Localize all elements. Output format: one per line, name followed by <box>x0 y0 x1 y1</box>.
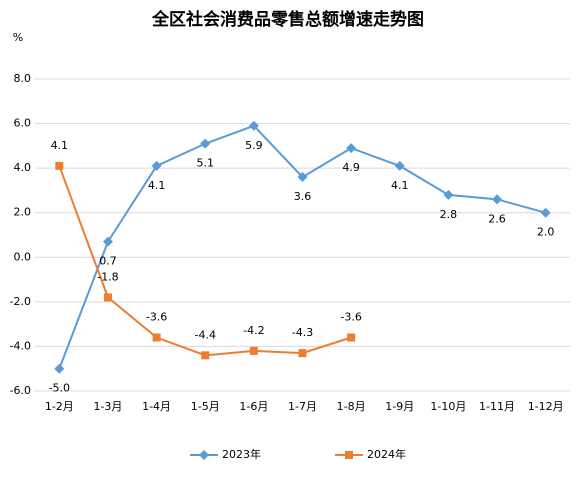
data-label: -4.3 <box>292 326 313 339</box>
data-point <box>248 120 259 131</box>
data-label: 2.0 <box>537 226 555 239</box>
data-label: 4.1 <box>51 139 69 152</box>
y-tick-label: 8.0 <box>14 72 32 85</box>
data-label: 2.6 <box>488 212 506 225</box>
data-label: -3.6 <box>340 311 361 324</box>
data-label: 5.9 <box>245 139 263 152</box>
y-axis-label: % <box>13 31 23 44</box>
x-tick-label: 1-12月 <box>528 400 564 413</box>
data-point <box>297 172 308 183</box>
data-point <box>201 351 210 360</box>
x-tick-label: 1-2月 <box>45 400 74 413</box>
data-point <box>249 346 258 355</box>
y-tick-label: 0.0 <box>14 250 32 263</box>
data-label: -4.2 <box>243 324 264 337</box>
data-label: -3.6 <box>146 311 167 324</box>
data-label: 2.8 <box>440 208 458 221</box>
y-tick-label: -6.0 <box>10 384 31 397</box>
x-tick-label: 1-11月 <box>479 400 515 413</box>
data-point <box>346 143 357 154</box>
data-point <box>298 349 307 358</box>
data-label: -5.0 <box>49 382 70 395</box>
legend-label: 2023年 <box>222 447 261 461</box>
x-tick-label: 1-5月 <box>191 400 220 413</box>
data-point <box>347 333 356 342</box>
data-label: 0.7 <box>99 255 117 268</box>
x-tick-label: 1-4月 <box>142 400 171 413</box>
x-tick-label: 1-7月 <box>288 400 317 413</box>
data-label: 5.1 <box>196 157 214 170</box>
y-tick-label: 6.0 <box>14 117 32 130</box>
data-point <box>54 363 65 374</box>
data-label: 3.6 <box>294 190 312 203</box>
data-point <box>200 138 211 149</box>
data-point <box>443 189 454 200</box>
x-tick-label: 1-9月 <box>385 400 414 413</box>
x-tick-label: 1-6月 <box>239 400 268 413</box>
data-point <box>152 333 161 342</box>
legend-label: 2024年 <box>367 447 406 461</box>
data-point <box>540 207 551 218</box>
y-tick-label: 4.0 <box>14 161 32 174</box>
x-tick-label: 1-10月 <box>430 400 466 413</box>
data-label: 4.1 <box>148 179 166 192</box>
x-tick-label: 1-8月 <box>337 400 366 413</box>
data-point <box>102 236 113 247</box>
x-tick-label: 1-3月 <box>93 400 122 413</box>
legend-marker <box>345 451 353 459</box>
chart-title: 全区社会消费品零售总额增速走势图 <box>151 9 424 30</box>
y-tick-label: -4.0 <box>10 339 31 352</box>
legend-marker <box>199 450 209 460</box>
data-point <box>492 194 503 205</box>
data-point <box>151 160 162 171</box>
y-tick-label: -2.0 <box>10 295 31 308</box>
data-label: 4.1 <box>391 179 409 192</box>
data-point <box>394 160 405 171</box>
data-label: 4.9 <box>342 161 360 174</box>
data-point <box>103 293 112 302</box>
data-point <box>55 161 64 170</box>
data-label: -4.4 <box>194 328 215 341</box>
y-tick-label: 2.0 <box>14 206 32 219</box>
data-label: -1.8 <box>97 270 118 283</box>
